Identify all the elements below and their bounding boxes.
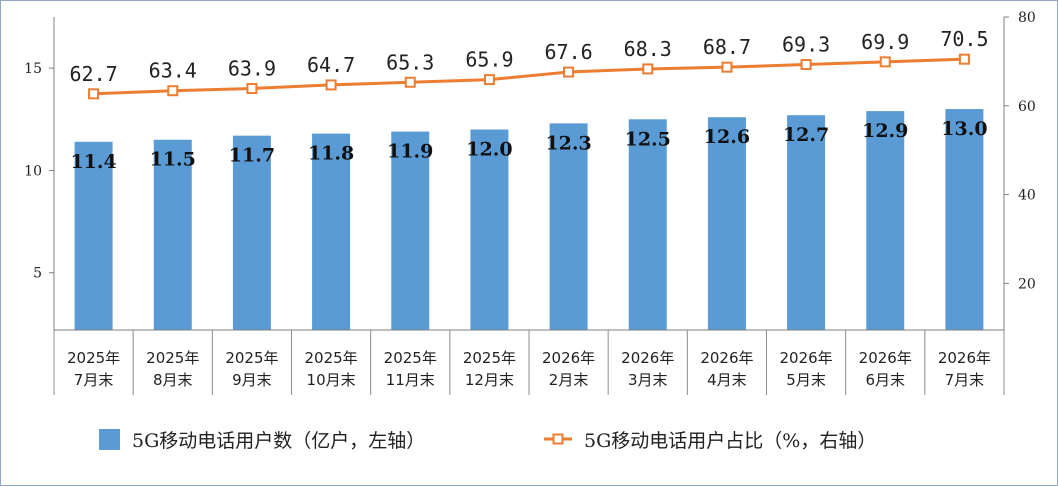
bar-data-label: 12.7	[783, 124, 829, 146]
bar-data-label: 11.5	[150, 149, 196, 171]
line-point	[404, 76, 416, 88]
category-label: 2026年	[700, 349, 753, 367]
right-tick-label: 20	[1018, 276, 1036, 292]
line-data-label: 68.3	[624, 37, 672, 61]
line-data-label: 67.6	[544, 40, 592, 64]
bar	[74, 141, 113, 330]
category-label: 2026年	[779, 349, 832, 367]
line-point	[879, 56, 891, 68]
legend-bar-swatch	[99, 429, 120, 450]
right-tick-label: 40	[1018, 188, 1036, 204]
bar-data-label: 11.8	[308, 143, 354, 165]
category-label: 2025年	[67, 349, 120, 367]
line-series	[93, 57, 965, 96]
line-point	[642, 63, 654, 75]
bar	[707, 117, 746, 331]
bar	[153, 139, 192, 330]
left-tick-label: 5	[33, 266, 42, 282]
bar	[787, 115, 826, 330]
bar-data-label: 11.7	[229, 145, 275, 167]
category-label: 6月末	[865, 371, 905, 389]
bar	[549, 123, 588, 330]
bar	[232, 135, 271, 330]
category-label: 2025年	[304, 349, 357, 367]
bar-data-label: 11.9	[387, 141, 433, 163]
right-tick-label: 60	[1018, 99, 1036, 115]
bar-data-label: 13.0	[941, 118, 987, 140]
line-point	[246, 82, 258, 94]
line-point	[483, 74, 495, 86]
line-data-label: 70.5	[940, 27, 988, 51]
line-point	[88, 88, 100, 100]
bar-series	[74, 109, 984, 331]
line-point	[721, 61, 733, 73]
legend-line-marker	[552, 433, 564, 445]
line-data-label: 69.3	[782, 33, 830, 57]
line-data-label: 64.7	[307, 53, 355, 77]
category-label: 2026年	[621, 349, 674, 367]
bar-data-label: 11.4	[70, 151, 116, 173]
left-tick-label: 10	[24, 163, 42, 179]
line-data-label: 63.9	[228, 56, 276, 80]
category-label: 10月末	[307, 371, 356, 389]
category-label: 2月末	[549, 371, 589, 389]
line-point	[800, 59, 812, 71]
line-data-label: 68.7	[703, 35, 751, 59]
line-point	[563, 66, 575, 78]
category-label: 2025年	[384, 349, 437, 367]
category-label: 3月末	[628, 371, 668, 389]
bar-data-label: 12.3	[545, 132, 591, 154]
bar-data-label: 12.6	[704, 126, 750, 148]
category-label: 9月末	[232, 371, 272, 389]
line-point	[325, 79, 337, 91]
bar	[628, 119, 667, 330]
category-label: 2025年	[225, 349, 278, 367]
bar-data-label: 12.0	[466, 139, 512, 161]
legend-line-label: 5G移动电话用户占比（%，右轴）	[584, 430, 876, 452]
legend: 5G移动电话用户数（亿户，左轴） 5G移动电话用户占比（%，右轴）	[99, 429, 876, 452]
line-point	[167, 85, 179, 97]
category-label: 2026年	[859, 349, 912, 367]
bar-data-label: 12.9	[862, 120, 908, 142]
right-tick-label: 80	[1018, 10, 1036, 26]
category-label: 11月末	[386, 371, 435, 389]
category-label: 12月末	[465, 371, 514, 389]
category-label: 8月末	[153, 371, 193, 389]
category-label: 2026年	[938, 349, 991, 367]
bar	[391, 131, 430, 330]
line-data-label: 63.4	[149, 59, 197, 83]
category-label: 2025年	[146, 349, 199, 367]
bar	[866, 111, 905, 330]
category-label: 5月末	[786, 371, 826, 389]
bar	[312, 133, 351, 330]
line-data-label: 65.9	[465, 48, 513, 72]
category-label: 2026年	[542, 349, 595, 367]
bar	[945, 109, 984, 330]
bar-data-label: 12.5	[625, 128, 671, 150]
category-label: 7月末	[945, 371, 985, 389]
category-label: 7月末	[74, 371, 114, 389]
category-label: 2025年	[463, 349, 516, 367]
line-point	[958, 53, 970, 65]
category-label: 4月末	[707, 371, 747, 389]
legend-bar-label: 5G移动电话用户数（亿户，左轴）	[132, 430, 425, 452]
line-data-label: 69.9	[861, 30, 909, 54]
line-data-label: 62.7	[69, 62, 117, 86]
line-data-label: 65.3	[386, 50, 434, 74]
left-tick-label: 15	[24, 61, 42, 77]
bar	[470, 129, 509, 330]
